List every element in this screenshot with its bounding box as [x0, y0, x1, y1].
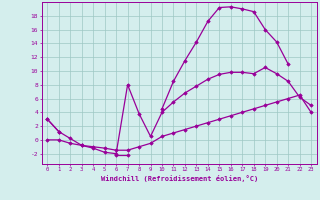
- X-axis label: Windchill (Refroidissement éolien,°C): Windchill (Refroidissement éolien,°C): [100, 175, 258, 182]
